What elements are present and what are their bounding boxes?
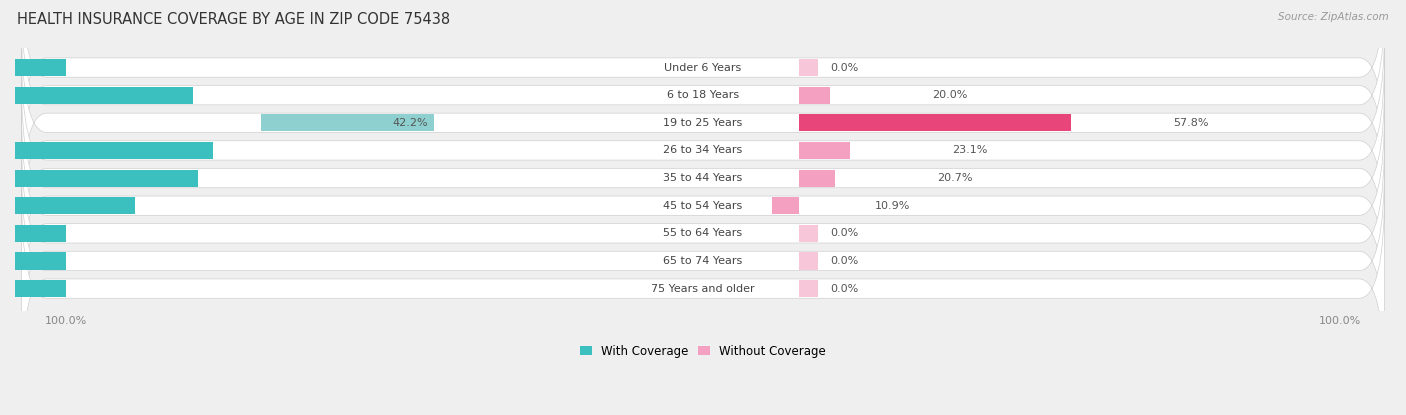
Text: Source: ZipAtlas.com: Source: ZipAtlas.com — [1278, 12, 1389, 22]
Bar — [799, 142, 851, 159]
Bar — [0, 169, 198, 187]
Text: 19 to 25 Years: 19 to 25 Years — [664, 118, 742, 128]
Text: 100.0%: 100.0% — [79, 256, 121, 266]
Text: 45 to 54 Years: 45 to 54 Years — [664, 201, 742, 211]
FancyBboxPatch shape — [21, 49, 1385, 251]
Text: 76.9%: 76.9% — [226, 145, 262, 156]
Text: 23.1%: 23.1% — [952, 145, 987, 156]
Bar — [0, 252, 66, 269]
Bar — [799, 225, 818, 242]
Text: 42.2%: 42.2% — [392, 118, 427, 128]
Text: Under 6 Years: Under 6 Years — [665, 63, 741, 73]
Text: 20.7%: 20.7% — [936, 173, 973, 183]
Text: 0.0%: 0.0% — [831, 228, 859, 238]
Bar — [799, 114, 1071, 132]
FancyBboxPatch shape — [21, 0, 1385, 196]
Text: 0.0%: 0.0% — [831, 256, 859, 266]
Text: 80.0%: 80.0% — [207, 90, 242, 100]
Text: 65 to 74 Years: 65 to 74 Years — [664, 256, 742, 266]
FancyBboxPatch shape — [21, 105, 1385, 307]
Text: 89.1%: 89.1% — [148, 201, 184, 211]
FancyBboxPatch shape — [21, 132, 1385, 334]
Bar — [799, 59, 818, 76]
Text: 57.8%: 57.8% — [1173, 118, 1209, 128]
Bar — [0, 59, 66, 76]
FancyBboxPatch shape — [21, 0, 1385, 168]
Bar — [0, 225, 66, 242]
Text: 20.0%: 20.0% — [932, 90, 967, 100]
Text: 75 Years and older: 75 Years and older — [651, 283, 755, 293]
Text: 0.0%: 0.0% — [831, 63, 859, 73]
Text: 100.0%: 100.0% — [79, 63, 121, 73]
Text: 6 to 18 Years: 6 to 18 Years — [666, 90, 740, 100]
FancyBboxPatch shape — [21, 188, 1385, 389]
Bar — [262, 114, 434, 132]
Text: 55 to 64 Years: 55 to 64 Years — [664, 228, 742, 238]
Bar — [799, 87, 831, 104]
FancyBboxPatch shape — [21, 160, 1385, 362]
Text: HEALTH INSURANCE COVERAGE BY AGE IN ZIP CODE 75438: HEALTH INSURANCE COVERAGE BY AGE IN ZIP … — [17, 12, 450, 27]
Text: 100.0%: 100.0% — [79, 228, 121, 238]
Bar — [0, 280, 66, 297]
Text: 10.9%: 10.9% — [875, 201, 910, 211]
FancyBboxPatch shape — [21, 22, 1385, 224]
Text: 0.0%: 0.0% — [831, 283, 859, 293]
Text: 35 to 44 Years: 35 to 44 Years — [664, 173, 742, 183]
Text: 100.0%: 100.0% — [79, 283, 121, 293]
Bar — [0, 142, 214, 159]
Text: 79.3%: 79.3% — [211, 173, 246, 183]
Text: 26 to 34 Years: 26 to 34 Years — [664, 145, 742, 156]
Legend: With Coverage, Without Coverage: With Coverage, Without Coverage — [575, 340, 831, 363]
Bar — [799, 252, 818, 269]
Bar — [0, 197, 135, 214]
Bar — [799, 169, 835, 187]
Bar — [0, 87, 194, 104]
Bar — [799, 280, 818, 297]
FancyBboxPatch shape — [21, 77, 1385, 279]
Bar — [772, 197, 799, 214]
